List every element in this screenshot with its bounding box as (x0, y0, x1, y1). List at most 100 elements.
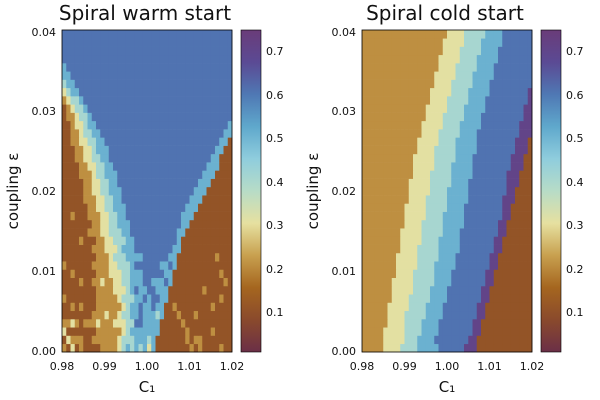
heatmap-cell (202, 63, 207, 72)
heatmap-cell (130, 302, 135, 312)
heatmap-cell (425, 54, 431, 64)
heatmap-cell (79, 310, 84, 320)
heatmap-cell (510, 63, 516, 72)
heatmap-cell (489, 186, 495, 196)
heatmap-cell (125, 195, 131, 204)
heatmap-cell (176, 129, 182, 138)
heatmap-cell (210, 310, 216, 320)
heatmap-cell (472, 71, 478, 80)
heatmap-cell (74, 318, 80, 328)
heatmap-cell (476, 236, 482, 245)
heatmap-cell (172, 96, 178, 105)
heatmap-cell (379, 285, 384, 295)
heatmap-cell (493, 228, 499, 237)
heatmap-cell (519, 46, 524, 56)
heatmap-cell (147, 87, 152, 97)
heatmap-cell (472, 120, 478, 130)
heatmap-cell (104, 203, 110, 212)
heatmap-cell (206, 252, 212, 262)
heatmap-cell (91, 112, 97, 122)
heatmap-cell (104, 195, 110, 204)
heatmap-cell (176, 153, 182, 163)
heatmap-cell (408, 228, 414, 237)
heatmap-cell (387, 153, 393, 163)
heatmap-cell (91, 87, 97, 97)
heatmap-cell (206, 145, 212, 155)
heatmap-cell (421, 129, 427, 138)
heatmap-cell (104, 71, 110, 80)
heatmap-cell (62, 252, 67, 262)
heatmap-cell (172, 178, 178, 188)
heatmap-cell (142, 343, 148, 353)
heatmap-cell (387, 145, 393, 155)
heatmap-cell (459, 129, 465, 138)
heatmap-cell (421, 318, 427, 328)
heatmap-cell (362, 30, 367, 39)
heatmap-cell (219, 79, 224, 89)
heatmap-cell (198, 261, 203, 270)
y-tick-label: 0.03 (32, 105, 57, 118)
heatmap-cell (176, 104, 182, 113)
heatmap-cell (79, 137, 84, 146)
heatmap-cell (138, 63, 144, 72)
heatmap-cell (515, 153, 520, 163)
heatmap-cell (421, 228, 427, 237)
heatmap-cell (400, 162, 405, 171)
heatmap-cell (198, 195, 203, 204)
heatmap-cell (498, 310, 503, 320)
heatmap-cell (527, 87, 533, 97)
heatmap-cell (104, 302, 110, 312)
heatmap-cell (519, 236, 524, 245)
heatmap-cell (79, 244, 84, 254)
heatmap-cell (425, 203, 431, 212)
heatmap-cell (502, 269, 507, 278)
heatmap-cell (121, 195, 127, 204)
heatmap-cell (96, 63, 101, 72)
heatmap-cell (181, 203, 186, 212)
heatmap-cell (455, 30, 461, 39)
heatmap-cell (193, 54, 199, 64)
heatmap-cell (91, 96, 97, 105)
heatmap-cell (430, 203, 435, 212)
heatmap-cell (498, 261, 503, 270)
heatmap-cell (219, 112, 224, 122)
heatmap-cell (108, 46, 114, 56)
heatmap-cell (185, 71, 190, 80)
heatmap-cell (91, 294, 97, 303)
heatmap-cell (151, 327, 156, 336)
heatmap-cell (189, 261, 195, 270)
heatmap-cell (362, 129, 367, 138)
heatmap-cell (100, 63, 105, 72)
heatmap-cell (142, 195, 148, 204)
heatmap-cell (219, 170, 224, 179)
plot-frame (361, 29, 533, 353)
heatmap-cell (383, 170, 388, 179)
heatmap-cell (168, 178, 173, 188)
heatmap-cell (125, 178, 131, 188)
heatmap-cell (100, 120, 105, 130)
heatmap-cell (193, 186, 199, 196)
heatmap-cell (498, 162, 503, 171)
heatmap-cell (374, 79, 380, 89)
heatmap-cell (104, 310, 110, 320)
heatmap-cell (83, 318, 88, 328)
heatmap-cell (468, 335, 473, 345)
heatmap-cell (510, 178, 516, 188)
heatmap-cell (430, 30, 435, 39)
heatmap-cell (391, 170, 397, 179)
heatmap-cell (202, 203, 207, 212)
heatmap-cell (181, 162, 186, 171)
heatmap-cell (70, 327, 76, 336)
heatmap-cell (379, 302, 384, 312)
heatmap-cell (70, 310, 76, 320)
heatmap-cell (498, 129, 503, 138)
heatmap-cell (400, 302, 405, 312)
heatmap-cell (519, 104, 524, 113)
heatmap-cell (387, 186, 393, 196)
heatmap-cell (404, 269, 410, 278)
heatmap-cell (523, 261, 529, 270)
heatmap-cell (113, 129, 118, 138)
heatmap-cell (464, 104, 469, 113)
heatmap-cell (502, 203, 507, 212)
heatmap-cell (370, 219, 376, 229)
